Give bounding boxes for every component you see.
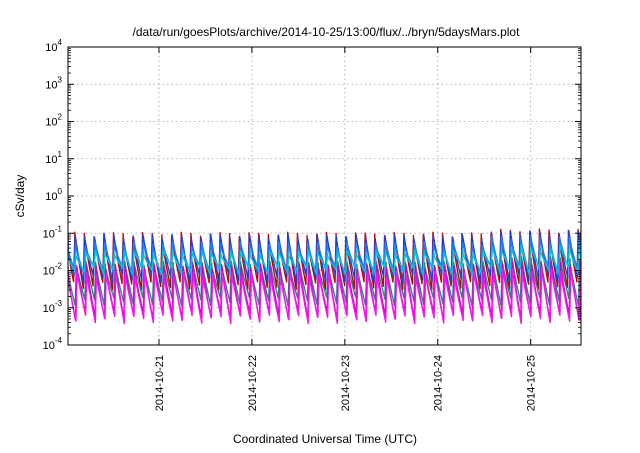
series-line-3	[68, 244, 581, 276]
y-tick-labels: 10-4 10-3 10-2 10-1 100 101 102 103 104	[43, 38, 63, 352]
y-tick-label: 103	[45, 75, 62, 91]
y-tick-label: 101	[45, 150, 62, 166]
series-line-6	[68, 267, 581, 325]
y-tick-label: 104	[45, 38, 62, 54]
ticks	[68, 46, 581, 346]
x-tick-label: 2014-10-25	[526, 355, 538, 411]
y-axis-label: cSv/day	[13, 175, 27, 218]
x-tick-labels: 2014-10-21 2014-10-22 2014-10-23 2014-10-24…	[154, 355, 538, 411]
y-tick-label: 10-1	[43, 224, 63, 240]
x-tick-label: 2014-10-23	[340, 355, 352, 411]
y-tick-label: 102	[45, 113, 62, 129]
y-tick-label: 10-4	[43, 336, 63, 352]
y-tick-label: 100	[45, 187, 62, 203]
y-tick-label: 10-2	[43, 262, 63, 278]
x-axis-label: Coordinated Universal Time (UTC)	[233, 432, 417, 446]
y-tick-label: 10-3	[43, 299, 63, 315]
x-tick-label: 2014-10-21	[154, 355, 166, 411]
x-tick-label: 2014-10-24	[433, 355, 445, 411]
x-tick-label: 2014-10-22	[247, 355, 259, 411]
series-line-2	[68, 235, 581, 276]
series-layer	[68, 228, 581, 325]
chart-title: /data/run/goesPlots/archive/2014-10-25/1…	[133, 25, 521, 39]
